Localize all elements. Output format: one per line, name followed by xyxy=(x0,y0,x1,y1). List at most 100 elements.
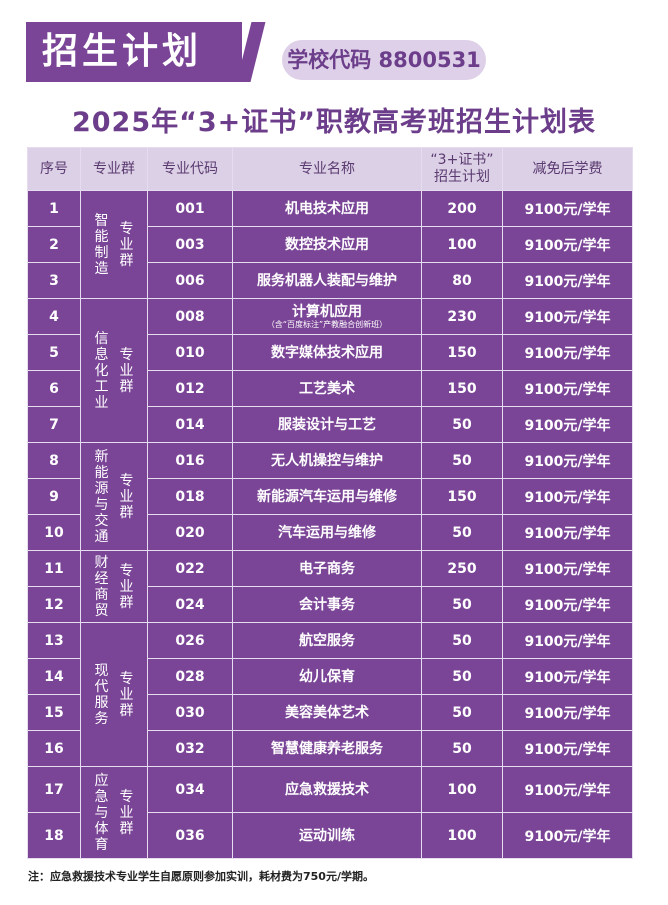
major-name: 计算机应用 xyxy=(292,303,362,320)
header-plan-line2: 招生计划 xyxy=(434,169,490,185)
group-cell: 新能源与交通 专业群 xyxy=(80,442,148,551)
row-plan: 50 xyxy=(421,514,503,551)
row-no: 7 xyxy=(27,406,81,443)
row-no: 5 xyxy=(27,334,81,371)
table-row: 13 现代服务 专业群 026 航空服务 50 9100元/学年 xyxy=(27,622,633,767)
header-plan: “3+证书” 招生计划 xyxy=(421,147,503,191)
row-fee: 9100元/学年 xyxy=(502,658,633,695)
row-fee: 9100元/学年 xyxy=(502,226,633,263)
major-name: 智慧健康养老服务 xyxy=(271,740,383,757)
group-name: 财经商贸 xyxy=(94,554,109,619)
row-major: 工艺美术 xyxy=(232,370,422,407)
row-no: 4 xyxy=(27,298,81,335)
row-major: 航空服务 xyxy=(232,622,422,659)
major-name: 数字媒体技术应用 xyxy=(271,344,383,361)
row-no: 17 xyxy=(27,766,81,813)
row-code: 016 xyxy=(147,442,233,479)
row-no: 12 xyxy=(27,586,81,623)
row-no: 16 xyxy=(27,730,81,767)
row-code: 018 xyxy=(147,478,233,515)
row-code: 008 xyxy=(147,298,233,335)
row-fee: 9100元/学年 xyxy=(502,730,633,767)
row-no: 3 xyxy=(27,262,81,299)
row-plan: 50 xyxy=(421,406,503,443)
row-major: 服务机器人装配与维护 xyxy=(232,262,422,299)
row-no: 2 xyxy=(27,226,81,263)
row-major: 无人机操控与维护 xyxy=(232,442,422,479)
row-major: 应急救援技术 xyxy=(232,766,422,813)
row-plan: 50 xyxy=(421,730,503,767)
school-code-badge: 学校代码 8800531 xyxy=(282,40,486,80)
header-major: 专业名称 xyxy=(232,147,422,191)
page-title: 2025年“3+证书”职教高考班招生计划表 xyxy=(71,107,597,138)
row-plan: 150 xyxy=(421,370,503,407)
row-major: 机电技术应用 xyxy=(232,190,422,227)
header-no: 序号 xyxy=(27,147,81,191)
row-plan: 50 xyxy=(421,658,503,695)
group-name: 应急与体育 xyxy=(94,772,109,853)
row-major: 服装设计与工艺 xyxy=(232,406,422,443)
row-plan: 80 xyxy=(421,262,503,299)
row-fee: 9100元/学年 xyxy=(502,442,633,479)
major-name: 服务机器人装配与维护 xyxy=(257,272,397,289)
table-row: 12 024 会计事务 50 9100元/学年 xyxy=(27,586,633,623)
row-plan: 200 xyxy=(421,190,503,227)
row-major: 计算机应用 （含“百度标注”产教融合创新班） xyxy=(232,298,422,335)
group-name: 智能制造 xyxy=(94,212,109,277)
row-code: 010 xyxy=(147,334,233,371)
row-plan: 50 xyxy=(421,622,503,659)
row-code: 001 xyxy=(147,190,233,227)
table-row: 5 010 数字媒体技术应用 150 9100元/学年 xyxy=(27,334,633,371)
row-code: 022 xyxy=(147,550,233,587)
row-fee: 9100元/学年 xyxy=(502,812,633,859)
row-fee: 9100元/学年 xyxy=(502,550,633,587)
footnote: 注：应急救援技术专业学生自愿原则参加实训，耗材费为750元/学期。 xyxy=(28,870,374,883)
row-fee: 9100元/学年 xyxy=(502,622,633,659)
row-fee: 9100元/学年 xyxy=(502,478,633,515)
group-name: 信息化工业 xyxy=(94,330,109,411)
table-row: 11 财经商贸 专业群 022 电子商务 250 9100元/学年 xyxy=(27,550,633,623)
row-fee: 9100元/学年 xyxy=(502,334,633,371)
group-cell: 财经商贸 专业群 xyxy=(80,550,148,623)
row-major: 汽车运用与维修 xyxy=(232,514,422,551)
major-note: （含“百度标注”产教融合创新班） xyxy=(266,319,388,329)
row-major: 数字媒体技术应用 xyxy=(232,334,422,371)
row-major: 美容美体艺术 xyxy=(232,694,422,731)
header-fee: 减免后学费 xyxy=(502,147,633,191)
row-plan: 50 xyxy=(421,586,503,623)
group-suffix: 专业群 xyxy=(119,346,134,395)
table-row: 6 012 工艺美术 150 9100元/学年 xyxy=(27,370,633,407)
row-no: 1 xyxy=(27,190,81,227)
banner-title: 招生计划 xyxy=(26,22,242,82)
row-plan: 100 xyxy=(421,812,503,859)
row-major: 数控技术应用 xyxy=(232,226,422,263)
row-major: 新能源汽车运用与维修 xyxy=(232,478,422,515)
major-name: 电子商务 xyxy=(299,560,355,577)
table-row: 10 020 汽车运用与维修 50 9100元/学年 xyxy=(27,514,633,551)
group-cell: 信息化工业 专业群 xyxy=(80,298,148,443)
table-row: 16 032 智慧健康养老服务 50 9100元/学年 xyxy=(27,730,633,767)
row-major: 运动训练 xyxy=(232,812,422,859)
group-cell: 现代服务 专业群 xyxy=(80,622,148,767)
row-major: 幼儿保育 xyxy=(232,658,422,695)
row-fee: 9100元/学年 xyxy=(502,694,633,731)
row-no: 9 xyxy=(27,478,81,515)
table-row: 18 036 运动训练 100 9100元/学年 xyxy=(27,812,633,859)
row-code: 012 xyxy=(147,370,233,407)
major-name: 新能源汽车运用与维修 xyxy=(257,488,397,505)
group-suffix: 专业群 xyxy=(119,788,134,837)
group-suffix: 专业群 xyxy=(119,670,134,719)
row-plan: 230 xyxy=(421,298,503,335)
row-major: 电子商务 xyxy=(232,550,422,587)
row-fee: 9100元/学年 xyxy=(502,370,633,407)
group-name: 新能源与交通 xyxy=(94,448,109,545)
row-fee: 9100元/学年 xyxy=(502,190,633,227)
row-plan: 50 xyxy=(421,442,503,479)
row-plan: 250 xyxy=(421,550,503,587)
group-cell: 智能制造 专业群 xyxy=(80,190,148,299)
major-name: 应急救援技术 xyxy=(285,781,369,798)
row-code: 003 xyxy=(147,226,233,263)
header-group: 专业群 xyxy=(80,147,148,191)
table-row: 1 智能制造 专业群 001 机电技术应用 200 9100元/学年 xyxy=(27,190,633,299)
row-fee: 9100元/学年 xyxy=(502,298,633,335)
